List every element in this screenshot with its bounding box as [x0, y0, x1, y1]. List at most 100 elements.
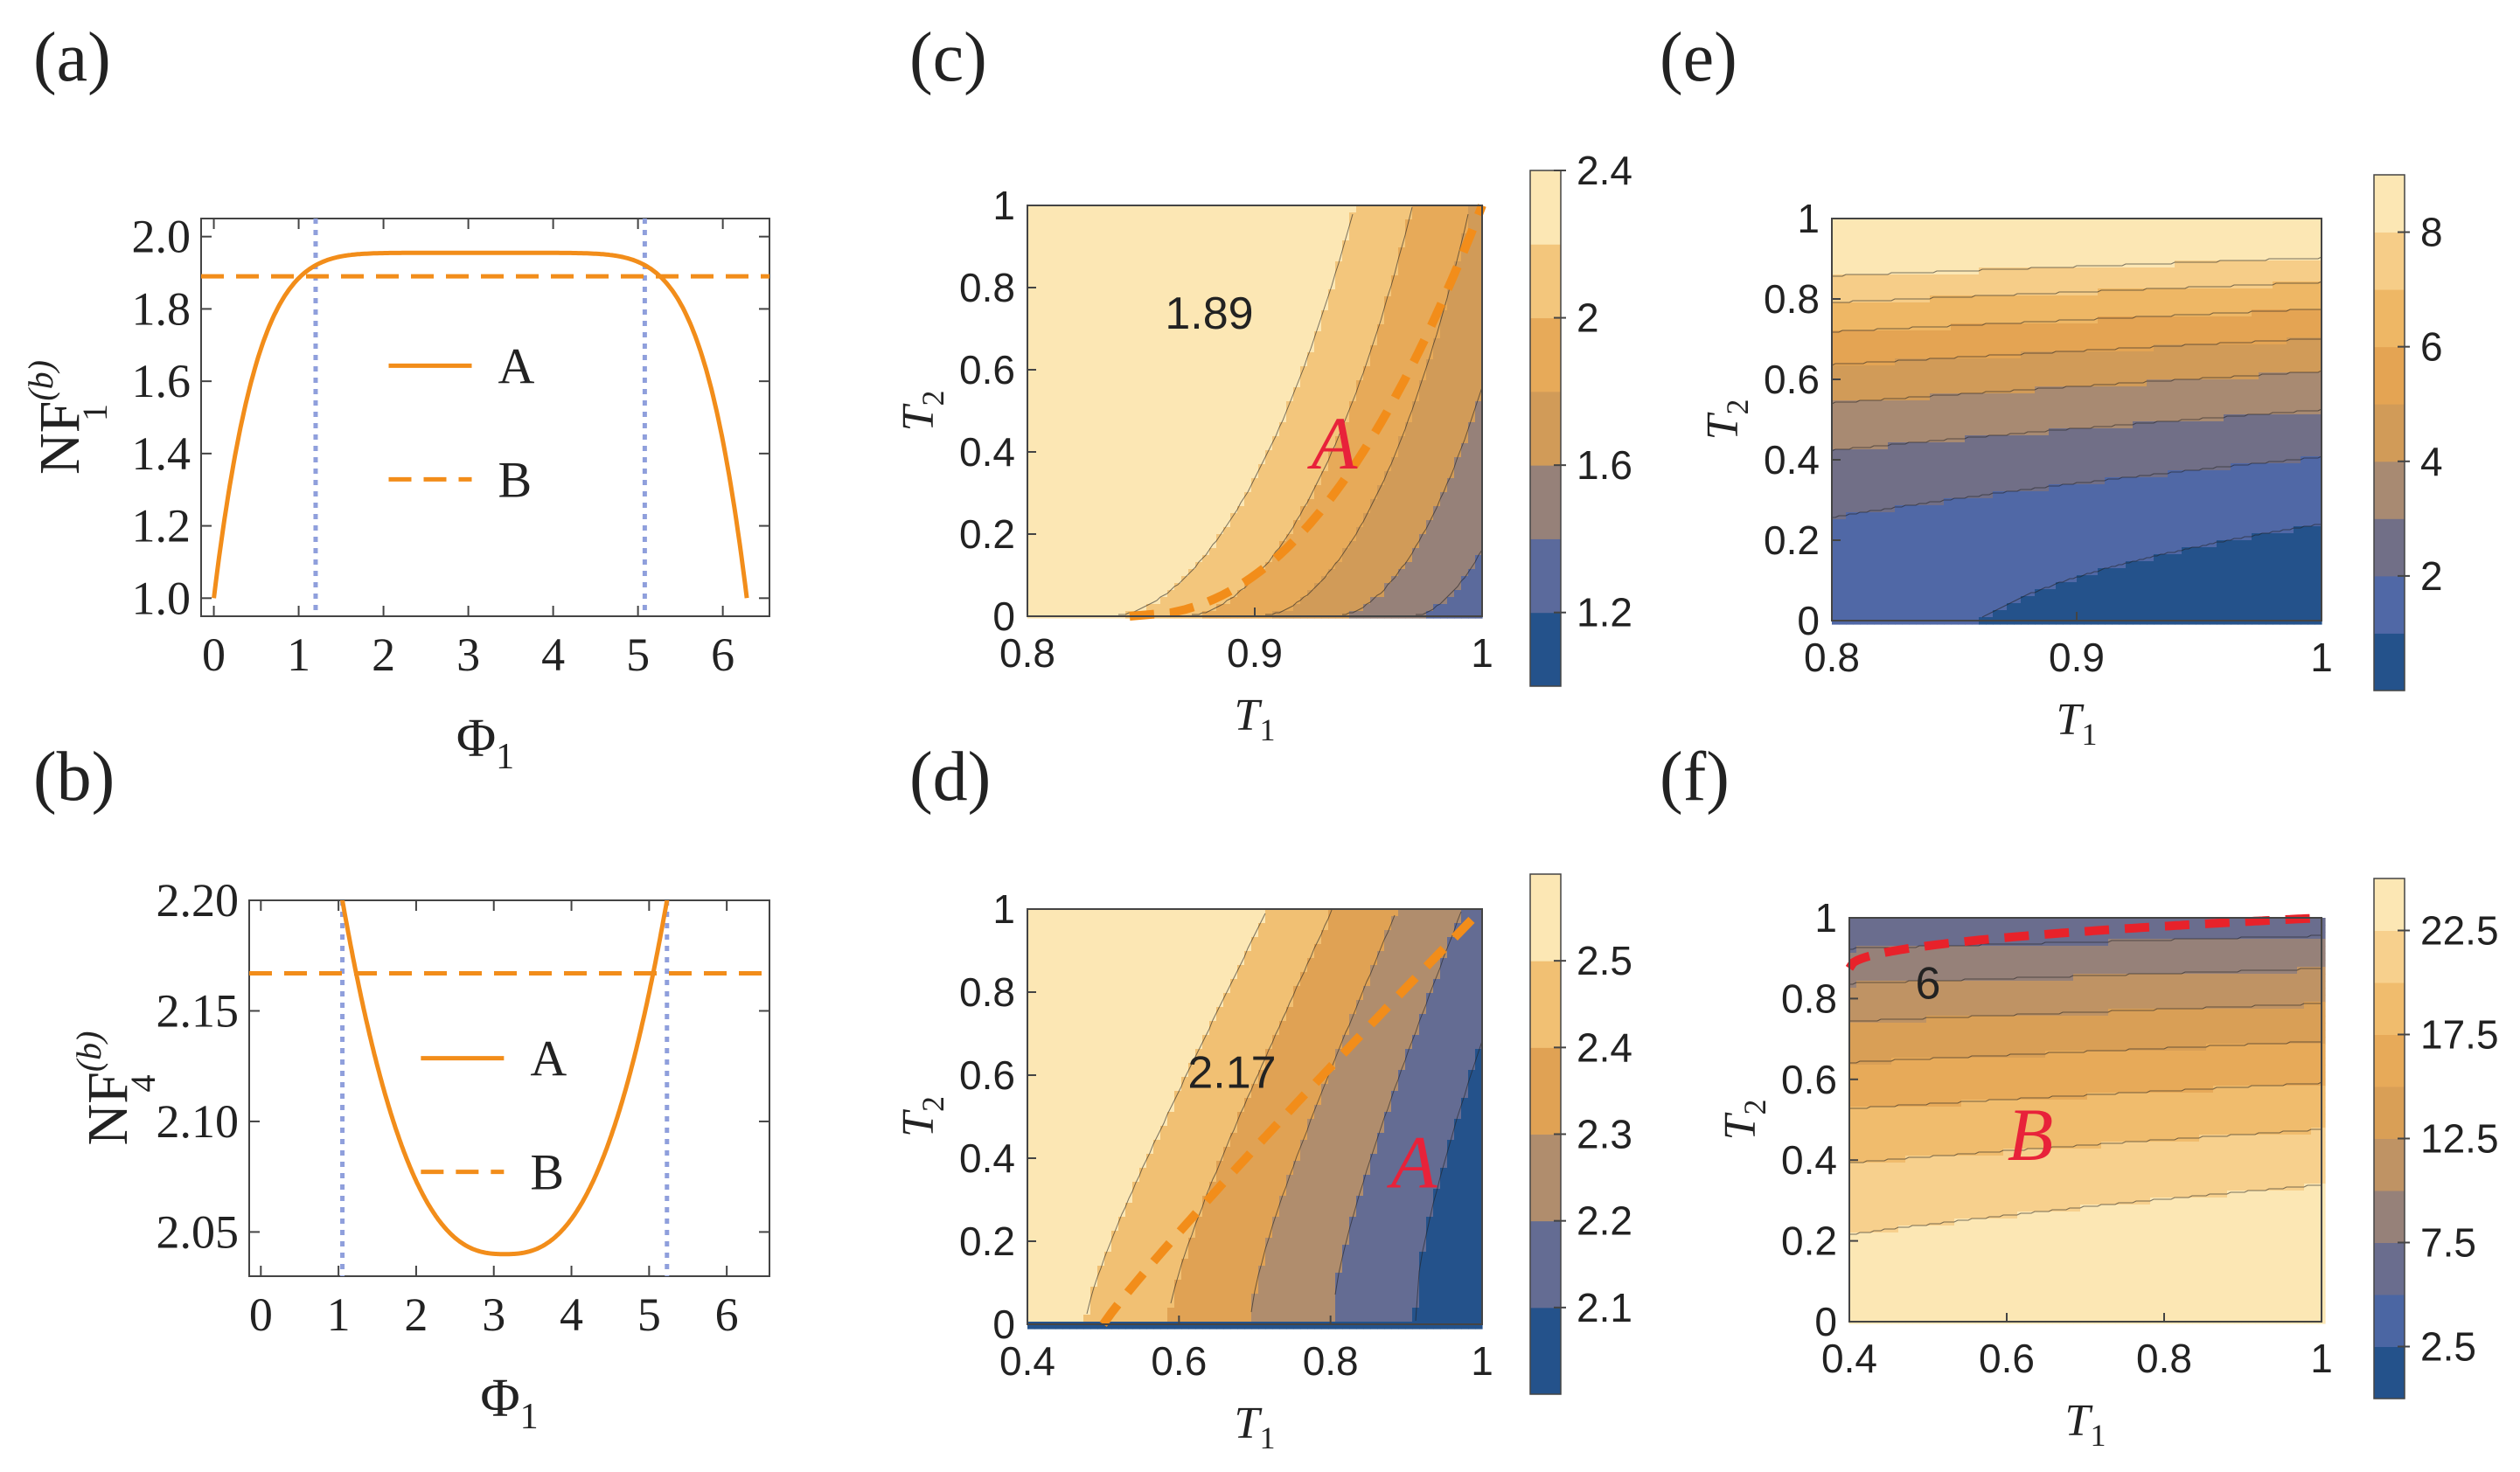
contour-cell — [1272, 331, 1280, 339]
contour-cell — [1300, 415, 1308, 423]
contour-cell — [1132, 310, 1140, 318]
contour-cell — [1097, 380, 1105, 388]
contour-cell — [1251, 429, 1259, 437]
contour-cell — [1209, 408, 1217, 416]
contour-cell — [1146, 457, 1154, 465]
x-tick-label: 2 — [372, 628, 395, 681]
contour-cell — [1118, 331, 1126, 339]
contour-cell — [1174, 464, 1182, 472]
contour-cell — [1097, 303, 1105, 311]
contour-cell — [1258, 597, 1266, 605]
contour-cell — [1265, 373, 1273, 381]
contour-cell — [1097, 597, 1105, 605]
contour-cell — [1181, 527, 1189, 535]
contour-cell — [1048, 317, 1056, 325]
contour-cell — [1062, 261, 1070, 269]
contour-cell — [1069, 415, 1077, 423]
contour-cell — [1328, 576, 1336, 584]
contour-cell — [1034, 520, 1042, 528]
contour-cell — [1062, 317, 1070, 325]
contour-cell — [1076, 380, 1084, 388]
contour-cell — [1097, 261, 1105, 269]
contour-cell — [1097, 394, 1105, 402]
contour-cell — [1090, 254, 1098, 262]
contour-cell — [1111, 317, 1119, 325]
contour-cell — [1370, 527, 1378, 535]
contour-cell — [1118, 387, 1126, 395]
contour-cell — [1153, 499, 1161, 507]
contour-cell — [1069, 233, 1077, 241]
contour-cell — [1202, 520, 1210, 528]
contour-cell — [1034, 268, 1042, 276]
contour-cell — [1041, 380, 1049, 388]
contour-cell — [1034, 499, 1042, 507]
contour-cell — [1034, 576, 1042, 584]
contour-cell — [1279, 401, 1287, 409]
contour-cell — [1279, 289, 1287, 297]
contour-cell — [1139, 576, 1147, 584]
contour-cell — [1125, 583, 1133, 591]
contour-cell — [1034, 324, 1042, 332]
contour-cell — [1111, 352, 1119, 360]
contour-cell — [1083, 597, 1091, 605]
contour-cell — [1272, 289, 1280, 297]
contour-cell — [1223, 240, 1231, 248]
contour-cell — [1097, 289, 1105, 297]
contour-cell — [1146, 534, 1154, 542]
contour-cell — [1034, 506, 1042, 514]
contour-cell — [1377, 506, 1385, 514]
contour-cell — [1083, 520, 1091, 528]
contour-cell — [1356, 261, 1364, 269]
contour-cell — [1335, 240, 1343, 248]
contour-cell — [1188, 506, 1196, 514]
contour-cell — [1209, 450, 1217, 458]
contour-cell — [1132, 366, 1140, 374]
contour-cell — [1349, 597, 1357, 605]
contour-cell — [1181, 380, 1189, 388]
contour-cell — [1041, 317, 1049, 325]
contour-cell — [1307, 604, 1315, 612]
contour-cell — [1335, 296, 1343, 304]
contour-cell — [1146, 289, 1154, 297]
contour-cell — [1132, 562, 1140, 570]
contour-cell — [1125, 352, 1133, 360]
contour-cell — [1167, 562, 1175, 570]
y-tick-label: 1.6 — [132, 355, 191, 407]
contour-cell — [1300, 604, 1308, 612]
contour-cell — [1034, 457, 1042, 465]
contour-cell — [1181, 450, 1189, 458]
contour-cell — [1062, 254, 1070, 262]
contour-cell — [1111, 450, 1119, 458]
contour-cell — [1153, 534, 1161, 542]
contour-cell — [1083, 338, 1091, 346]
contour-cell — [1034, 604, 1042, 612]
contour-cell — [1167, 415, 1175, 423]
contour-cell — [1034, 219, 1042, 227]
contour-cell — [1209, 485, 1217, 493]
contour-cell — [1202, 527, 1210, 535]
contour-cell — [1041, 422, 1049, 430]
contour-cell — [1104, 205, 1112, 213]
contour-cell — [1111, 345, 1119, 353]
y-tick-label: 1.0 — [132, 572, 191, 624]
contour-cell — [1153, 527, 1161, 535]
contour-cell — [1342, 366, 1350, 374]
contour-cell — [1083, 226, 1091, 234]
contour-cell — [1090, 310, 1098, 318]
contour-cell — [1090, 240, 1098, 248]
contour-cell — [1034, 401, 1042, 409]
contour-cell — [1146, 296, 1154, 304]
contour-cell — [1300, 387, 1308, 395]
contour-cell — [1370, 436, 1378, 444]
contour-cell — [1258, 289, 1266, 297]
contour-cell — [1230, 373, 1238, 381]
contour-cell — [1321, 233, 1329, 241]
contour-cell — [1244, 373, 1252, 381]
contour-cell — [1111, 240, 1119, 248]
contour-cell — [1328, 373, 1336, 381]
contour-cell — [1321, 387, 1329, 395]
contour-cell — [1328, 527, 1336, 535]
contour-cell — [1048, 583, 1056, 591]
contour-cell — [1209, 492, 1217, 500]
contour-cell — [1342, 555, 1350, 563]
